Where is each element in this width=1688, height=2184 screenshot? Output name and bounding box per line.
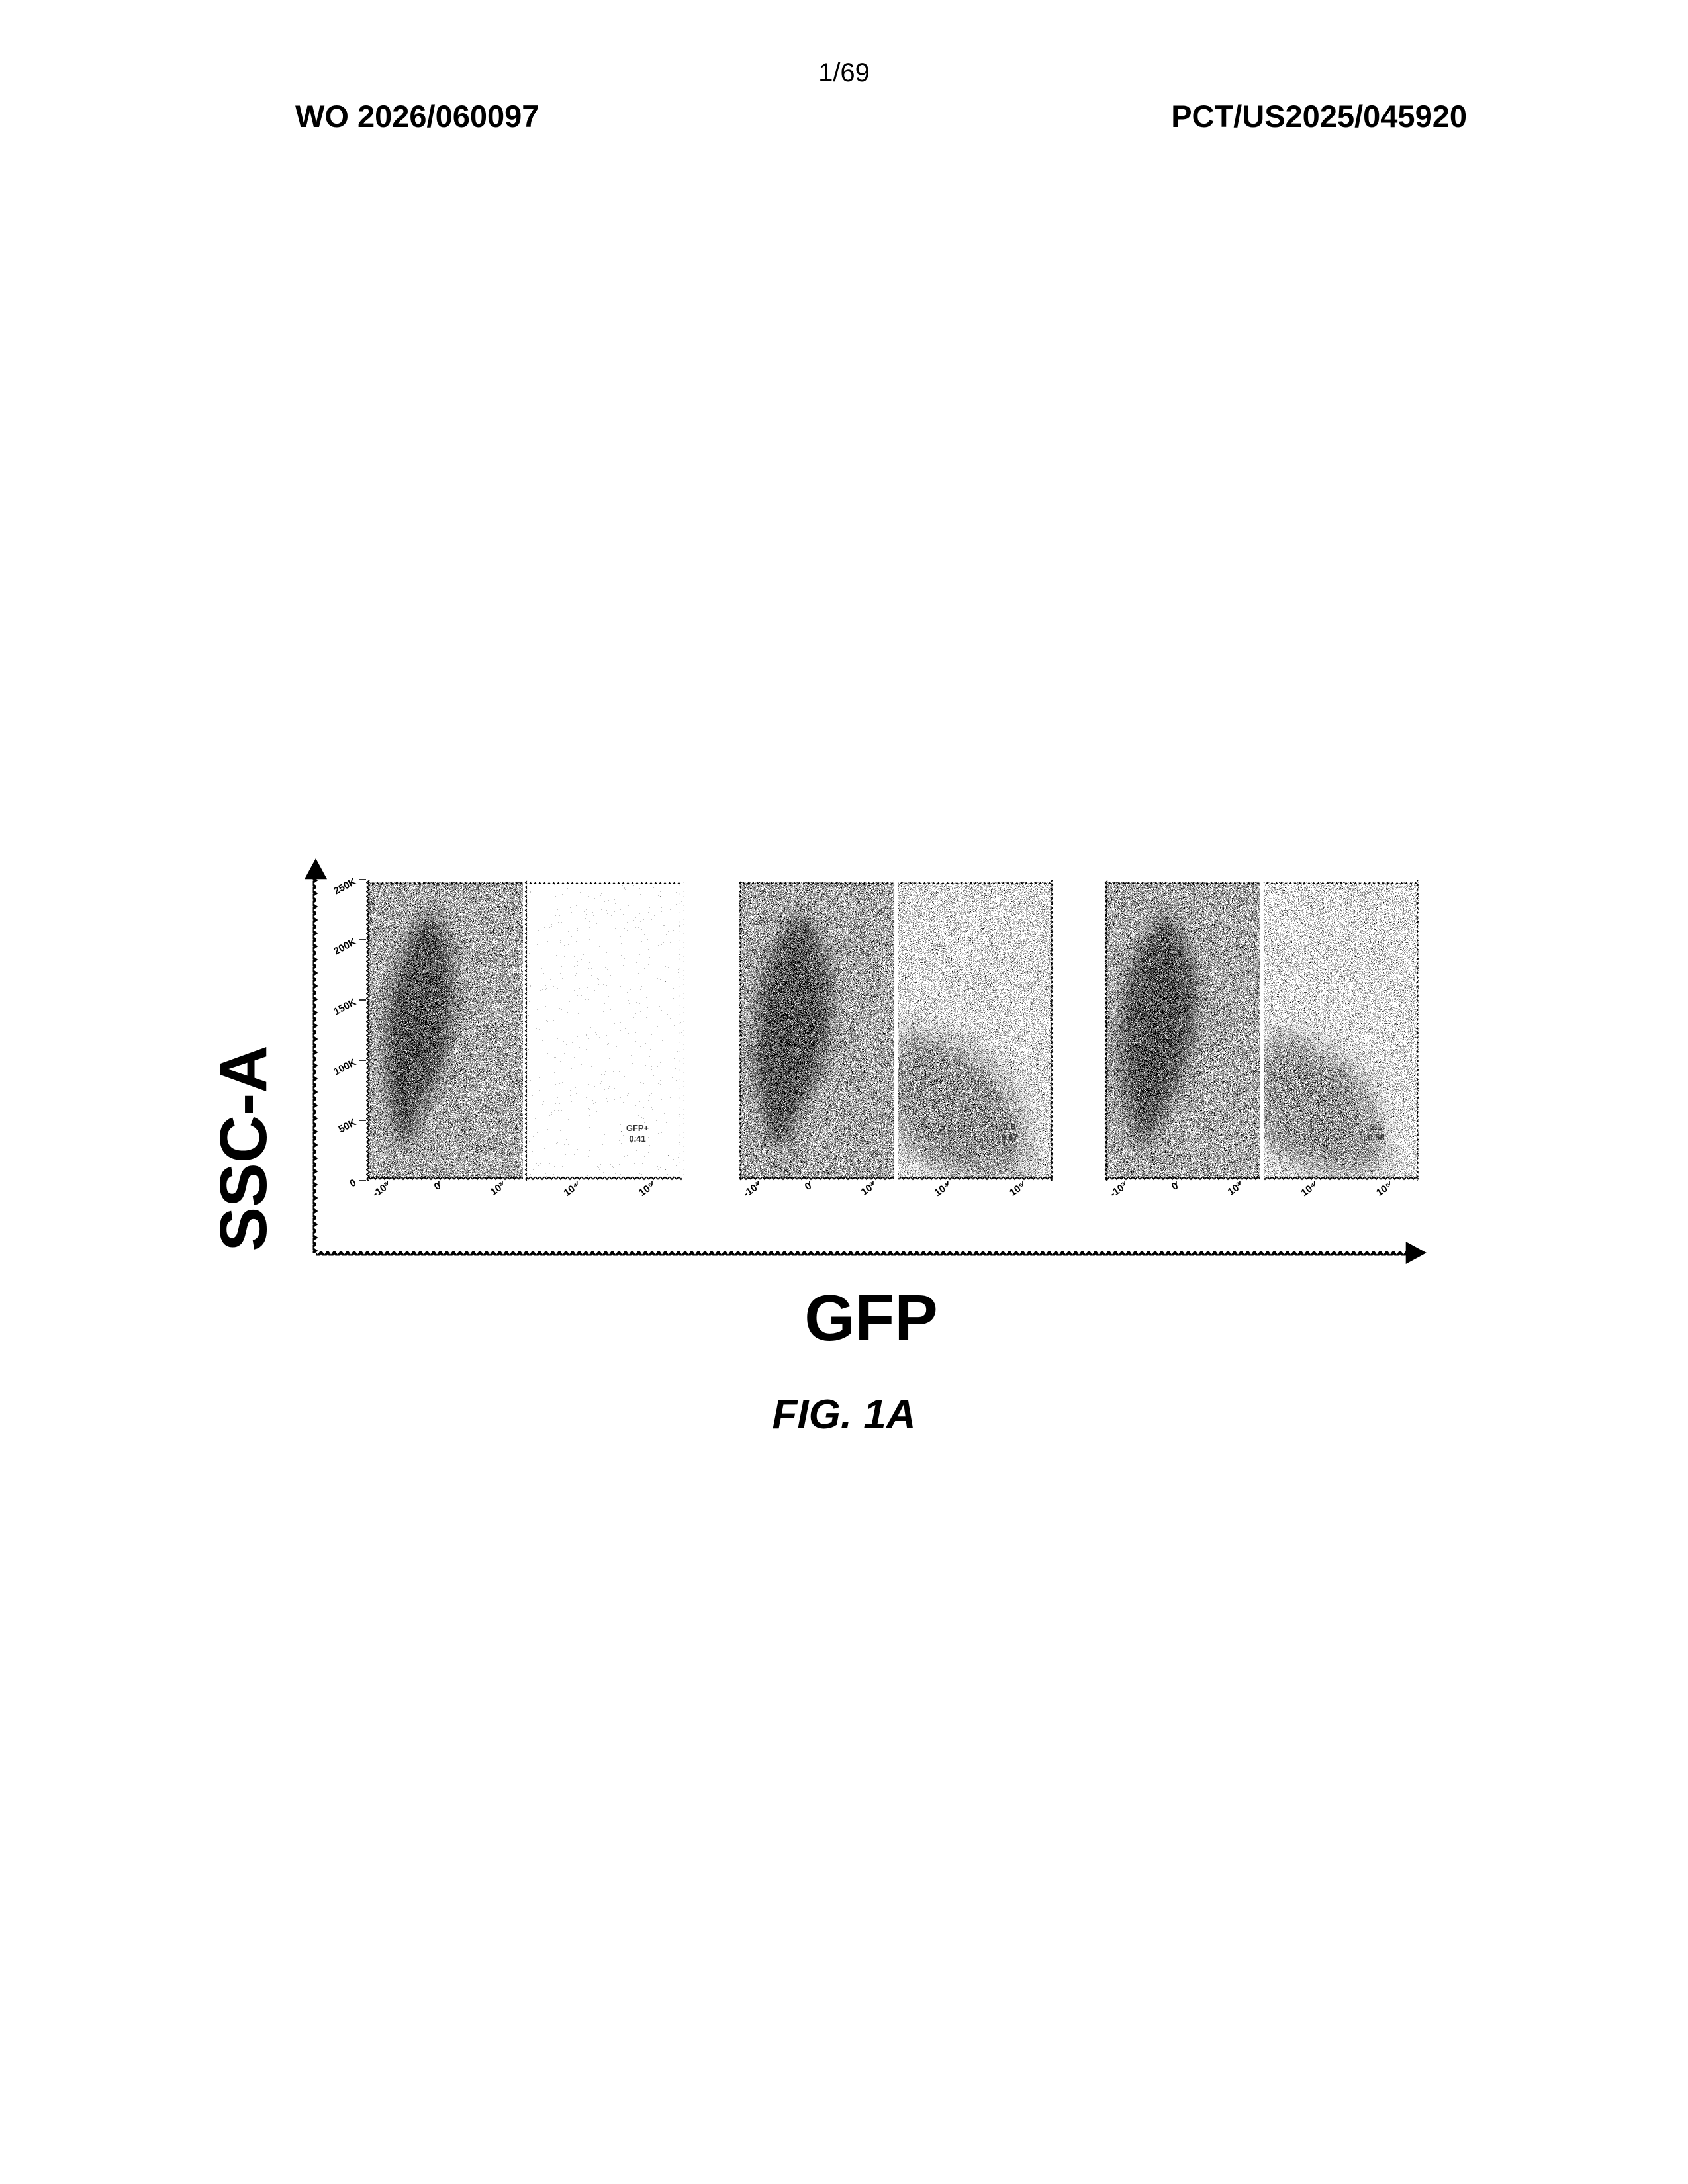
svg-text:150K: 150K [332, 996, 358, 1017]
svg-text:-10³: -10³ [1108, 1180, 1129, 1199]
svg-text:-10³: -10³ [741, 1180, 763, 1199]
svg-text:0.67: 0.67 [1001, 1132, 1017, 1142]
svg-text:SSC-A: SSC-A [207, 1045, 281, 1251]
svg-text:250K: 250K [332, 876, 358, 897]
svg-text:10⁴: 10⁴ [1299, 1180, 1319, 1199]
svg-text:10⁵: 10⁵ [1374, 1180, 1393, 1199]
svg-text:GFP: GFP [804, 1281, 937, 1354]
svg-text:-10³: -10³ [371, 1180, 392, 1199]
svg-text:0.58: 0.58 [1368, 1132, 1384, 1142]
svg-text:0.41: 0.41 [629, 1134, 645, 1144]
svg-text:100K: 100K [332, 1056, 358, 1077]
svg-text:10⁵: 10⁵ [637, 1180, 656, 1199]
svg-text:10³: 10³ [1226, 1180, 1244, 1197]
svg-text:GFP+: GFP+ [626, 1123, 649, 1133]
svg-text:10³: 10³ [859, 1180, 878, 1197]
svg-text:50K: 50K [337, 1116, 358, 1135]
svg-text:0: 0 [348, 1177, 358, 1190]
svg-text:2.1: 2.1 [1370, 1122, 1382, 1132]
svg-text:1.8: 1.8 [1004, 1122, 1015, 1132]
svg-text:200K: 200K [332, 936, 358, 957]
svg-text:10⁴: 10⁴ [933, 1180, 953, 1199]
svg-text:10⁵: 10⁵ [1008, 1180, 1027, 1199]
svg-text:10³: 10³ [489, 1180, 507, 1197]
svg-text:10⁴: 10⁴ [562, 1180, 582, 1199]
